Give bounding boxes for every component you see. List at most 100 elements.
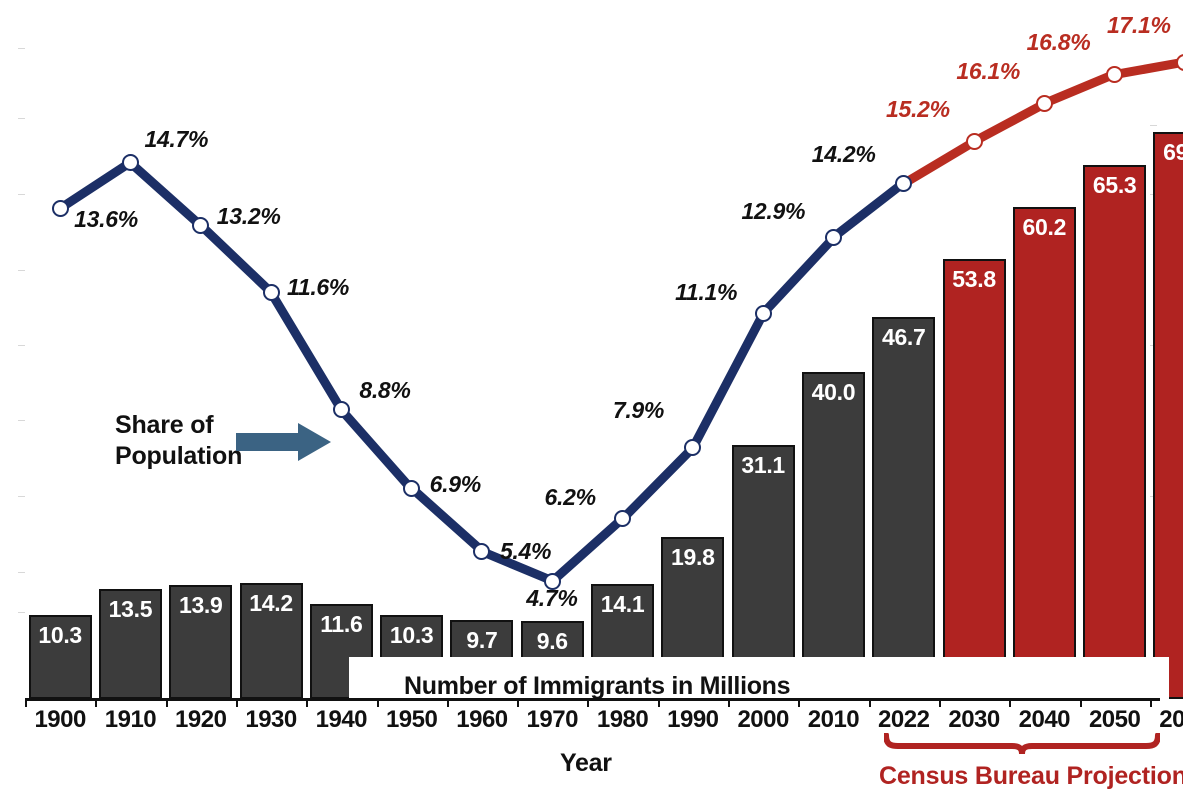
x-axis-label-2022: 2022 <box>878 706 930 733</box>
line-marker-1950 <box>403 480 421 498</box>
x-tick <box>95 698 98 707</box>
x-axis-label-1900: 1900 <box>34 706 86 733</box>
x-tick <box>376 698 379 707</box>
share-label-1970: 4.7% <box>526 585 578 611</box>
share-label-2050: 16.8% <box>1026 28 1091 55</box>
bar-value-label: 9.6 <box>536 627 568 654</box>
x-axis-title: Year <box>560 749 612 777</box>
bar-value-label: 13.5 <box>108 595 153 622</box>
line-segment <box>759 233 839 317</box>
x-tick <box>938 698 941 707</box>
x-tick <box>798 698 801 707</box>
x-tick <box>235 698 238 707</box>
bar-value-label: 46.7 <box>881 324 926 351</box>
x-axis-label-1950: 1950 <box>385 706 438 733</box>
x-tick <box>517 698 520 707</box>
x-axis-label-1960: 1960 <box>456 706 508 733</box>
bar-value-label: 31.1 <box>741 451 785 478</box>
y-tick <box>18 612 25 613</box>
line-marker-1990 <box>684 438 702 456</box>
bar-value-label: 10.3 <box>38 621 82 648</box>
bar-1930 <box>239 582 303 699</box>
projections-bracket <box>883 732 1161 755</box>
share-label-1950: 6.9% <box>429 470 482 497</box>
line-segment <box>688 309 769 450</box>
line-marker-2050 <box>1106 66 1124 84</box>
x-axis-label-1980: 1980 <box>596 706 649 733</box>
share-label-2060: 17.1% <box>1106 12 1171 38</box>
y-tick <box>18 48 25 49</box>
bar-value-label: 14.1 <box>600 590 645 617</box>
bar-value-label: 13.9 <box>178 592 223 619</box>
x-tick <box>446 698 449 707</box>
x-axis-label-2050: 2050 <box>1088 706 1141 733</box>
curly-bracket-icon <box>883 732 1161 755</box>
bar-2060 <box>1153 132 1183 699</box>
bar-value-label: 69.3 <box>1163 139 1183 166</box>
bar-value-label: 10.3 <box>389 621 434 648</box>
line-marker-1980 <box>614 509 632 527</box>
bars-title-mask <box>349 657 1169 699</box>
bar-1920 <box>169 585 233 699</box>
y-tick <box>18 572 25 573</box>
x-tick <box>657 698 660 707</box>
line-marker-1900 <box>51 199 69 217</box>
x-tick <box>1149 698 1152 707</box>
bar-value-label: 14.2 <box>249 589 293 616</box>
share-label-1980: 6.2% <box>544 484 597 511</box>
line-marker-1910 <box>121 153 139 171</box>
bar-2022 <box>872 317 936 699</box>
x-axis-line <box>25 698 1160 701</box>
line-segment <box>619 442 698 522</box>
x-tick <box>1079 698 1082 707</box>
bar-value-label: 11.6 <box>320 611 363 638</box>
y-tick <box>1150 125 1157 126</box>
bar-value-label: 60.2 <box>1022 213 1067 240</box>
x-tick <box>25 698 27 707</box>
line-segment <box>267 289 347 414</box>
x-tick <box>587 698 590 707</box>
x-tick <box>165 698 168 707</box>
share-label-2010: 12.9% <box>741 197 806 224</box>
x-tick <box>306 698 309 707</box>
y-tick <box>18 118 25 119</box>
y-tick <box>18 345 25 346</box>
share-label-1920: 13.2% <box>216 203 281 230</box>
x-axis-label-2010: 2010 <box>807 706 860 733</box>
y-tick <box>18 270 25 271</box>
line-segment <box>1113 57 1183 79</box>
share-label-1930: 11.6% <box>287 274 350 301</box>
share-label-1900: 13.6% <box>74 206 138 233</box>
callout-arrow <box>236 421 332 463</box>
share-of-population-callout: Share of Population <box>115 410 242 471</box>
line-marker-2022 <box>895 174 913 192</box>
bar-value-label: 40.0 <box>811 379 856 405</box>
x-tick <box>728 698 730 707</box>
y-tick <box>18 194 25 195</box>
line-marker-2010 <box>824 229 842 247</box>
bar-1910 <box>98 588 162 699</box>
line-marker-1930 <box>262 283 280 301</box>
share-label-2030: 15.2% <box>886 95 950 122</box>
bar-value-label: 9.7 <box>466 626 498 653</box>
census-bureau-projections-label: Census Bureau Projections <box>879 762 1183 790</box>
line-segment <box>337 406 417 494</box>
x-tick <box>1009 698 1012 707</box>
bar-value-label: 53.8 <box>952 266 996 293</box>
x-axis-label-2040: 2040 <box>1018 706 1071 733</box>
x-axis-label-1920: 1920 <box>175 706 227 733</box>
bar-2050 <box>1083 165 1147 699</box>
x-axis-label-1990: 1990 <box>667 706 719 733</box>
bar-2000 <box>731 444 795 699</box>
bar-value-label: 65.3 <box>1092 172 1137 199</box>
x-axis-label-1930: 1930 <box>245 706 297 733</box>
share-label-1960: 5.4% <box>499 537 552 564</box>
share-label-1940: 8.8% <box>359 377 411 404</box>
line-marker-1940 <box>332 400 350 418</box>
share-label-1910: 14.7% <box>144 126 209 153</box>
bar-2010 <box>801 372 865 699</box>
line-marker-2000 <box>754 304 772 322</box>
line-marker-1970 <box>543 572 561 590</box>
x-tick <box>868 698 871 707</box>
